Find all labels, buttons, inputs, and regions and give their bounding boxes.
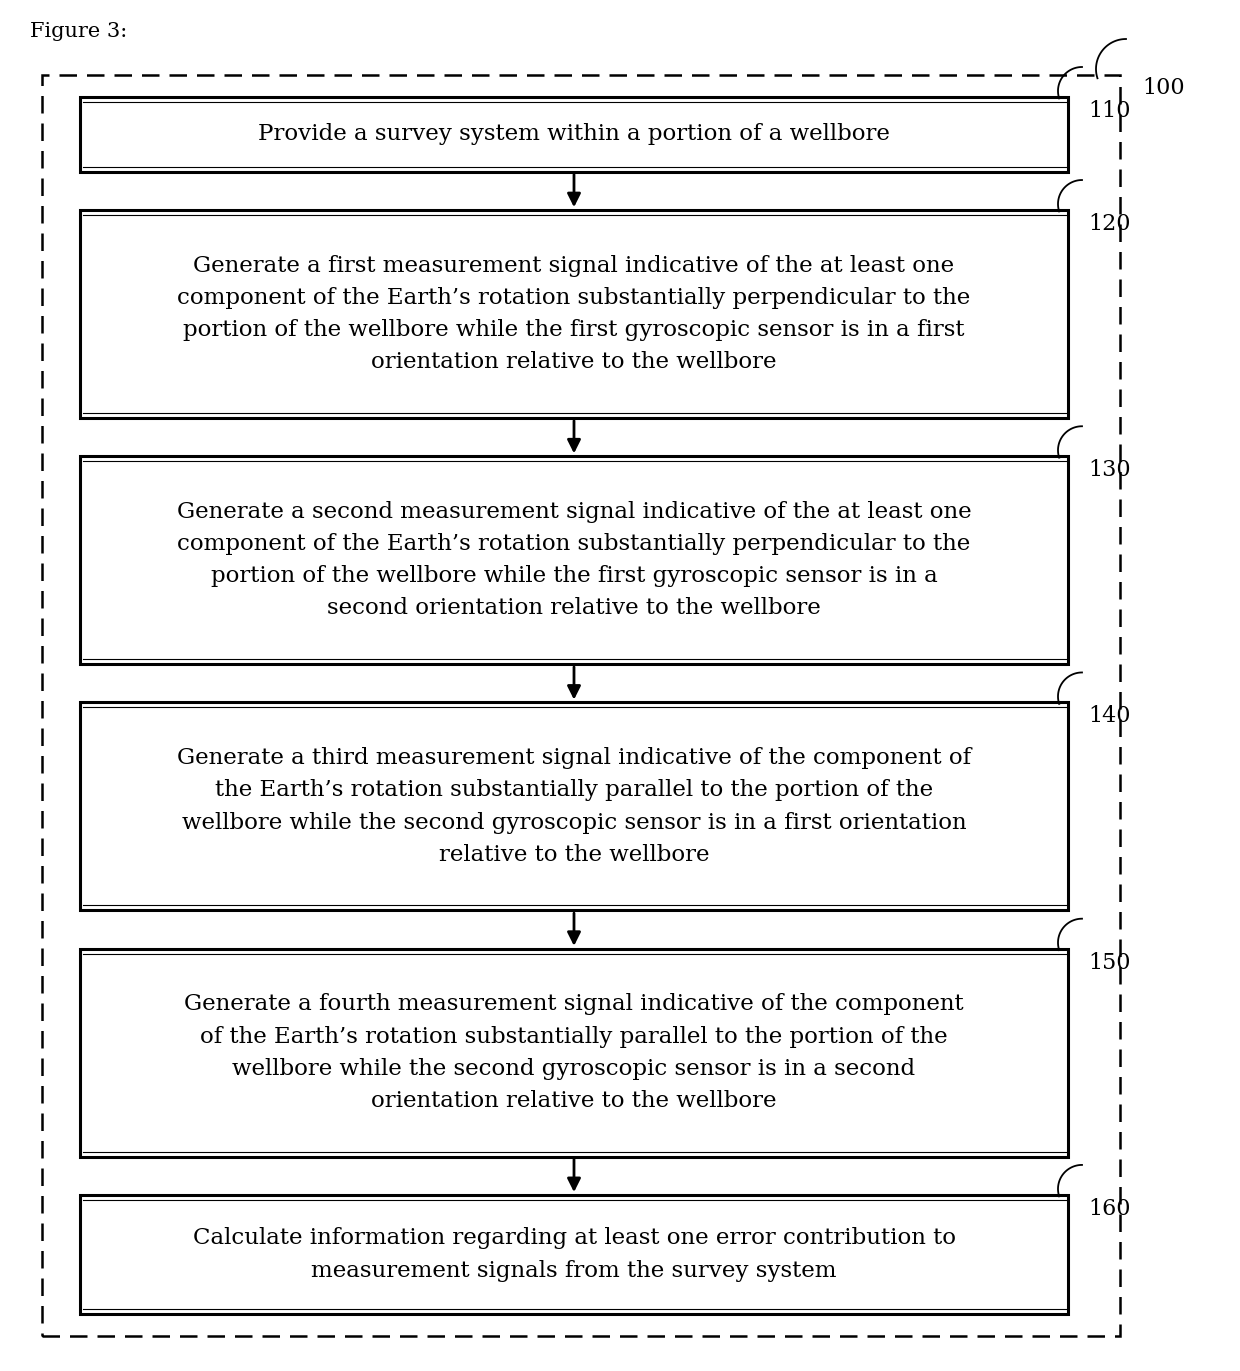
Text: 150: 150 <box>1087 951 1131 973</box>
Text: Generate a first measurement signal indicative of the at least one
component of : Generate a first measurement signal indi… <box>177 255 971 373</box>
Text: 130: 130 <box>1087 459 1131 481</box>
FancyBboxPatch shape <box>81 1196 1068 1313</box>
Text: 100: 100 <box>1142 77 1184 99</box>
Text: Generate a third measurement signal indicative of the component of
the Earth’s r: Generate a third measurement signal indi… <box>177 747 971 865</box>
FancyBboxPatch shape <box>81 97 1068 171</box>
FancyBboxPatch shape <box>81 457 1068 664</box>
FancyBboxPatch shape <box>81 702 1068 910</box>
Text: Calculate information regarding at least one error contribution to
measurement s: Calculate information regarding at least… <box>192 1227 956 1282</box>
Text: Figure 3:: Figure 3: <box>30 22 128 41</box>
Text: Generate a second measurement signal indicative of the at least one
component of: Generate a second measurement signal ind… <box>176 500 971 620</box>
Text: Generate a fourth measurement signal indicative of the component
of the Earth’s : Generate a fourth measurement signal ind… <box>185 994 963 1112</box>
Text: 160: 160 <box>1087 1198 1131 1220</box>
Text: 120: 120 <box>1087 213 1131 234</box>
Text: 110: 110 <box>1087 100 1131 122</box>
Text: 140: 140 <box>1087 706 1131 728</box>
FancyBboxPatch shape <box>81 210 1068 418</box>
FancyBboxPatch shape <box>81 949 1068 1157</box>
Text: Provide a survey system within a portion of a wellbore: Provide a survey system within a portion… <box>258 123 890 145</box>
